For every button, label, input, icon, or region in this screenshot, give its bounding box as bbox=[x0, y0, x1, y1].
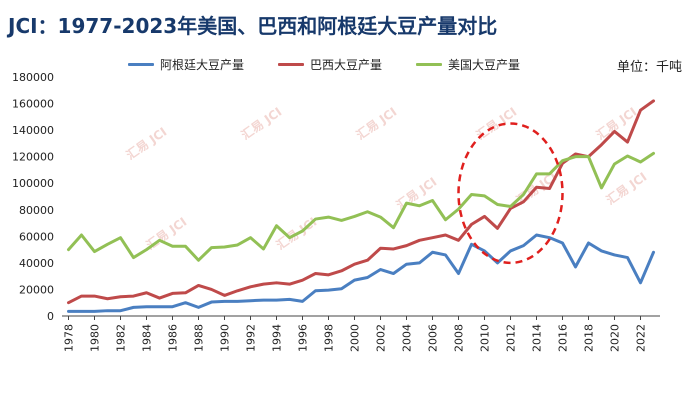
legend-label-brazil: 巴西大豆产量 bbox=[310, 58, 383, 72]
y-tick-label: 180000 bbox=[12, 71, 54, 84]
x-tick-label: 2010 bbox=[479, 324, 492, 352]
series-line-usa bbox=[67, 151, 655, 262]
y-tick-label: 0 bbox=[47, 310, 54, 323]
x-tick-label: 1988 bbox=[193, 324, 206, 352]
legend-item-usa: 美国大豆产量 bbox=[416, 56, 520, 73]
y-tick-label: 40000 bbox=[19, 257, 54, 270]
x-tick-label: 1994 bbox=[271, 324, 284, 352]
x-tick-label: 1980 bbox=[89, 324, 102, 352]
chart-title: JCI：1977-2023年美国、巴西和阿根廷大豆产量对比 bbox=[8, 14, 498, 38]
y-tick-label: 160000 bbox=[12, 98, 54, 111]
series-line-brazil bbox=[67, 99, 655, 305]
x-tick-label: 2008 bbox=[453, 324, 466, 352]
x-tick-label: 2006 bbox=[427, 324, 440, 352]
watermark-mark: 汇易 JCI bbox=[394, 175, 440, 213]
legend-label-usa: 美国大豆产量 bbox=[448, 58, 521, 72]
legend-item-argentina: 阿根廷大豆产量 bbox=[128, 56, 244, 73]
y-tick-label: 60000 bbox=[19, 230, 54, 243]
x-tick-label: 1986 bbox=[167, 324, 180, 352]
legend: 阿根廷大豆产量 巴西大豆产量 美国大豆产量 bbox=[128, 56, 520, 73]
legend-label-argentina: 阿根廷大豆产量 bbox=[160, 58, 245, 72]
y-tick-label: 100000 bbox=[12, 177, 54, 190]
y-tick-label: 80000 bbox=[19, 204, 54, 217]
x-tick-label: 1998 bbox=[323, 324, 336, 352]
x-tick-label: 1990 bbox=[219, 324, 232, 352]
x-tick-label: 2004 bbox=[401, 324, 414, 352]
x-tick-label: 2000 bbox=[349, 324, 362, 352]
watermark-mark: 汇易 JCI bbox=[354, 105, 400, 143]
watermark-mark: 汇易 JCI bbox=[594, 105, 640, 143]
x-tick-label: 2022 bbox=[635, 324, 648, 352]
x-tick-label: 1996 bbox=[297, 324, 310, 352]
watermark-mark: 汇易 JCI bbox=[239, 105, 285, 143]
y-tick-label: 20000 bbox=[19, 283, 54, 296]
watermark-mark: 汇易 JCI bbox=[124, 125, 170, 163]
x-tick-label: 1992 bbox=[245, 324, 258, 352]
x-tick-label: 2020 bbox=[609, 324, 622, 352]
unit-label: 单位：千吨 bbox=[616, 60, 682, 75]
x-tick-label: 2002 bbox=[375, 324, 388, 352]
x-tick-label: 1984 bbox=[141, 324, 154, 352]
highlight-ellipse bbox=[457, 122, 564, 265]
legend-item-brazil: 巴西大豆产量 bbox=[278, 56, 382, 73]
x-tick-label: 2018 bbox=[583, 324, 596, 352]
x-tick-label: 2016 bbox=[557, 324, 570, 352]
x-tick-label: 2012 bbox=[505, 324, 518, 352]
legend-swatch-argentina bbox=[128, 63, 154, 66]
watermark-mark: 汇易 JCI bbox=[604, 170, 650, 208]
y-tick-label: 140000 bbox=[12, 124, 54, 137]
y-tick-label: 120000 bbox=[12, 151, 54, 164]
series-line-argentina bbox=[67, 233, 655, 313]
legend-swatch-usa bbox=[416, 63, 443, 66]
x-tick-label: 1982 bbox=[115, 324, 128, 352]
x-tick-label: 2014 bbox=[531, 324, 544, 352]
legend-swatch-brazil bbox=[278, 63, 305, 66]
x-tick-label: 1978 bbox=[63, 324, 76, 352]
